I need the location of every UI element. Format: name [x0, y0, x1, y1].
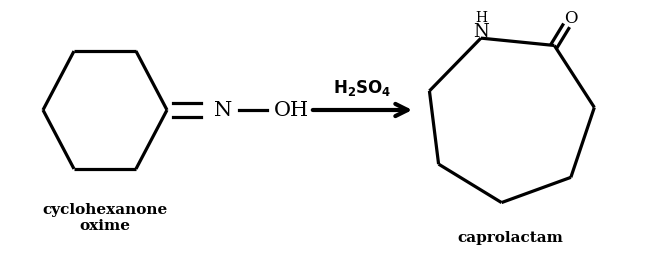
Text: N: N: [473, 23, 488, 41]
Text: cyclohexanone
oxime: cyclohexanone oxime: [42, 203, 168, 233]
Text: caprolactam: caprolactam: [457, 231, 563, 245]
Text: O: O: [564, 10, 578, 27]
Text: H: H: [475, 11, 487, 25]
Text: OH: OH: [274, 101, 309, 119]
Text: $\mathbf{H_2SO_4}$: $\mathbf{H_2SO_4}$: [333, 78, 391, 98]
Text: N: N: [214, 101, 232, 119]
